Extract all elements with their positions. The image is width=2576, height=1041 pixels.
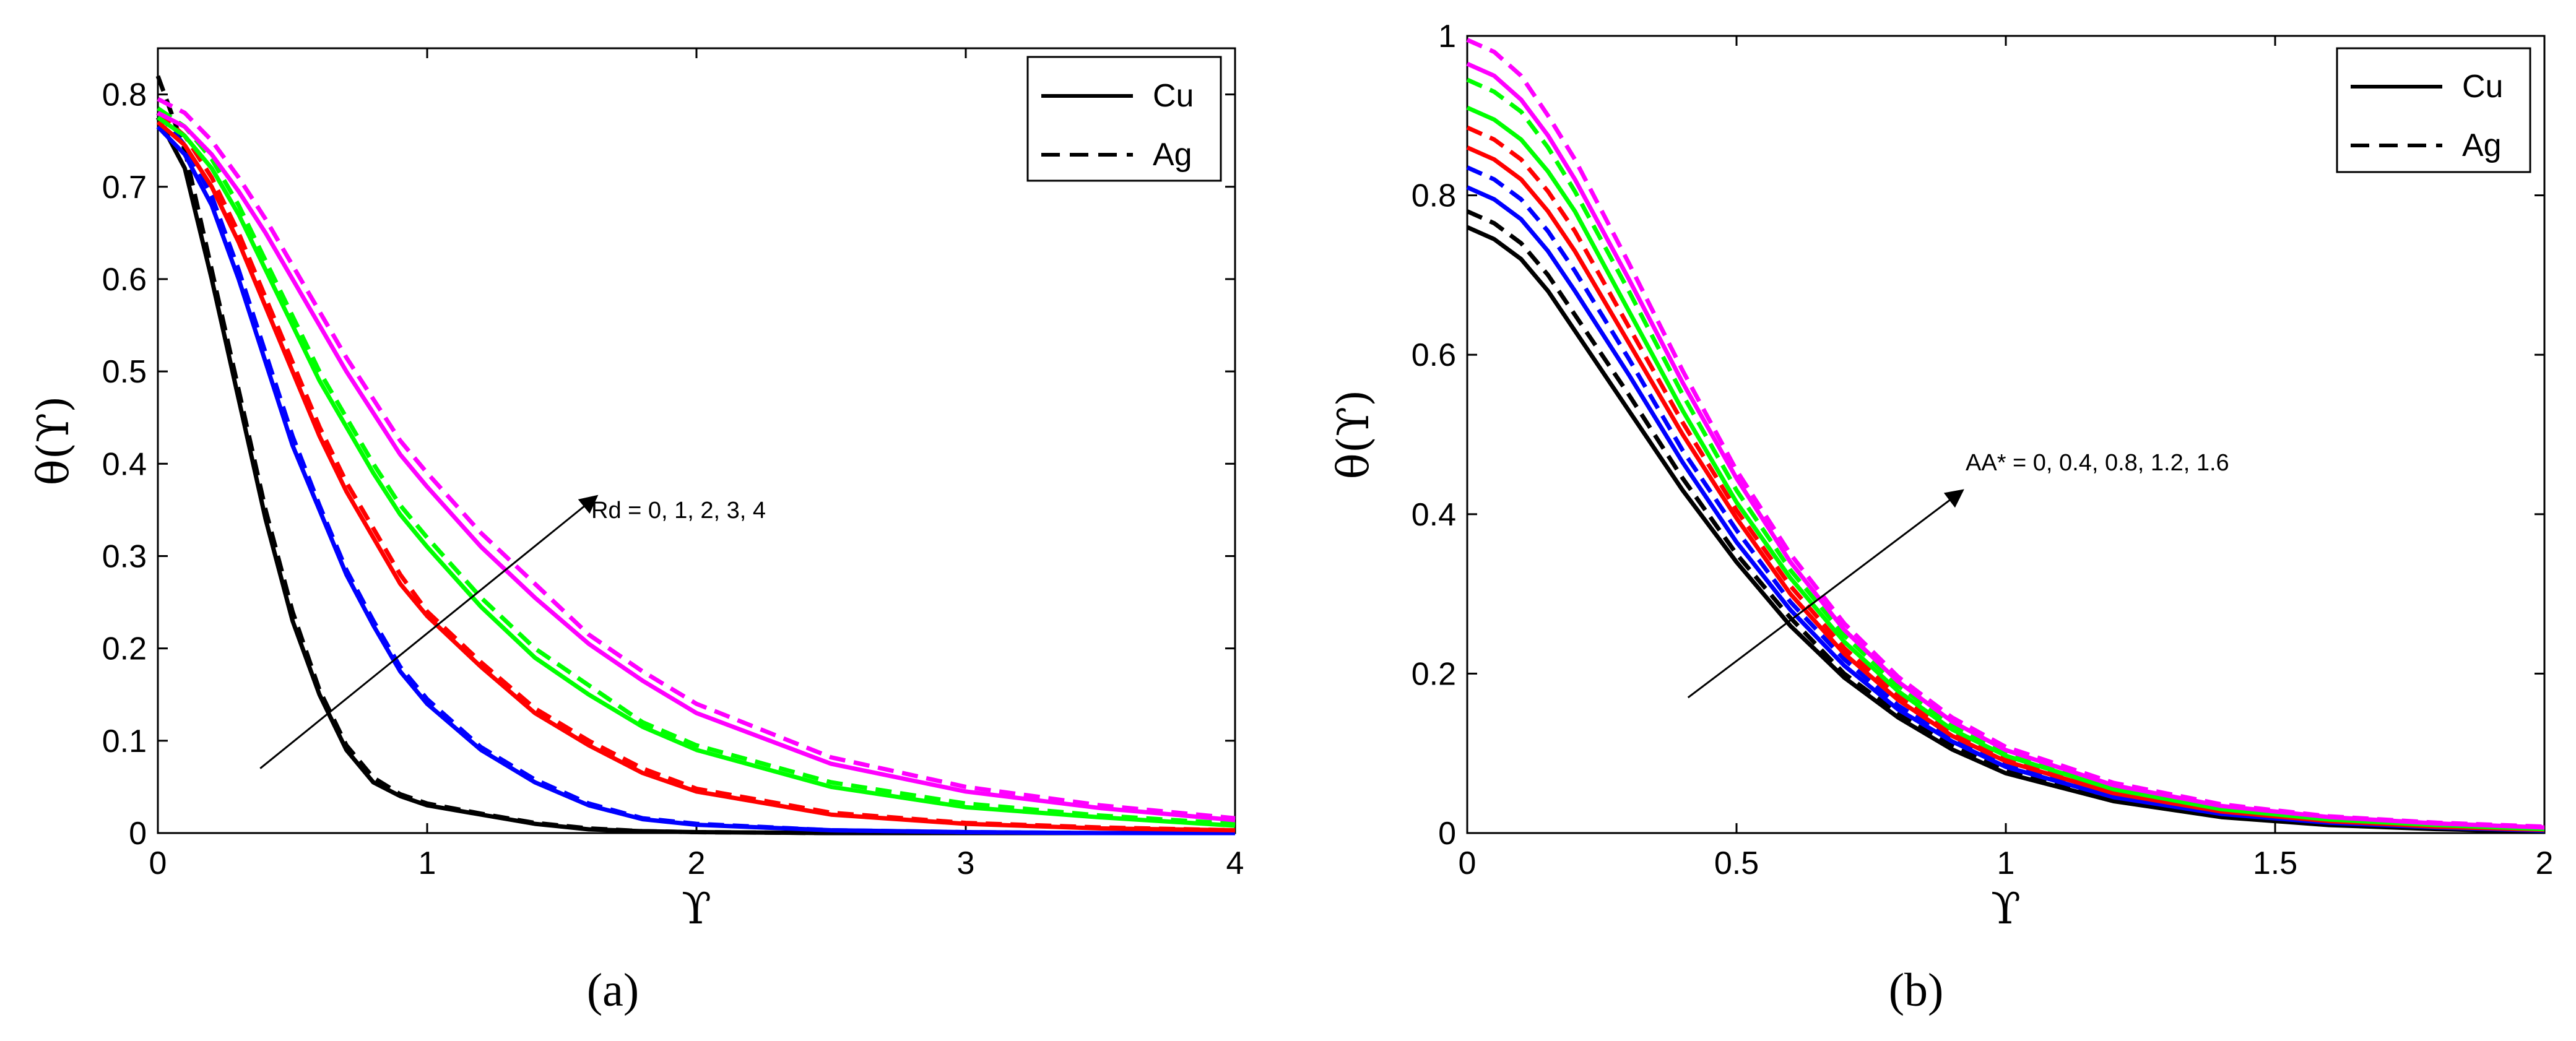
y-axis-label-b: θ(ϒ) xyxy=(1328,390,1379,480)
series-line xyxy=(156,111,1235,836)
series-line xyxy=(1466,145,2545,832)
x-ticks-a: 0 1 2 3 4 xyxy=(149,48,1244,881)
y-tick-label: 0.5 xyxy=(102,354,147,390)
series-lines-a xyxy=(155,75,1236,836)
y-tick-label: 0.6 xyxy=(1412,337,1456,373)
legend-label-cu-a: Cu xyxy=(1153,78,1194,114)
x-tick-label: 1 xyxy=(418,845,436,881)
y-tick-label: 0 xyxy=(1438,816,1456,852)
y-tick-label: 0 xyxy=(129,816,147,852)
series-line xyxy=(156,120,1236,832)
legend-label-ag-b: Ag xyxy=(2462,127,2502,163)
y-tick-label: 0.2 xyxy=(1412,656,1456,692)
x-tick-label: 0.5 xyxy=(1714,845,1759,881)
series-line xyxy=(157,97,1236,821)
panel-b: 0 0.5 1 1.5 2 0 0.2 0.4 0.6 0.8 1 AA* = 0, 0.4, 0… xyxy=(1328,19,2553,1016)
x-axis-label-a: ϒ xyxy=(682,883,711,934)
x-tick-label: 2 xyxy=(688,845,706,881)
legend-box-b xyxy=(2336,47,2531,173)
x-tick-label: 4 xyxy=(1226,845,1244,881)
series-line xyxy=(157,116,1236,828)
x-tick-label: 1.5 xyxy=(2253,845,2297,881)
series-line xyxy=(1466,61,2545,830)
series-line xyxy=(1466,225,2545,834)
y-tick-label: 0.6 xyxy=(102,262,147,298)
annotation-arrow-b xyxy=(1687,489,1964,699)
series-line xyxy=(1466,185,2545,833)
series-line xyxy=(1466,209,2545,833)
annotation-b: AA* = 0, 0.4, 0.8, 1.2, 1.6 xyxy=(1687,450,2229,699)
series-line xyxy=(157,111,1236,823)
annotation-text-b: AA* = 0, 0.4, 0.8, 1.2, 1.6 xyxy=(1966,450,2229,476)
legend-label-ag-a: Ag xyxy=(1153,137,1192,173)
annotation-arrow-a xyxy=(259,495,599,769)
series-line xyxy=(156,111,1236,832)
legend-label-cu-b: Cu xyxy=(2462,69,2503,105)
y-ticks-b: 0 0.2 0.4 0.6 0.8 1 xyxy=(1412,19,2544,852)
y-axis-label-a: θ(ϒ) xyxy=(28,396,79,486)
x-tick-label: 0 xyxy=(149,845,167,881)
panel-a: 0 1 2 3 4 0 0.1 0.2 0.3 0.4 0.5 0.6 0.7 0.8 Rd = 0, … xyxy=(28,47,1244,1016)
annotation-text-a: Rd = 0, 1, 2, 3, 4 xyxy=(591,498,766,524)
y-tick-label: 0.2 xyxy=(102,631,147,667)
series-line xyxy=(157,106,1236,826)
legend-box-a xyxy=(1026,56,1222,182)
x-tick-label: 2 xyxy=(2536,845,2554,881)
y-tick-label: 0.1 xyxy=(102,724,147,759)
y-tick-label: 0.8 xyxy=(1412,178,1456,214)
y-tick-label: 1 xyxy=(1438,19,1456,54)
panel-caption-a: (a) xyxy=(587,964,639,1016)
x-tick-label: 3 xyxy=(957,845,975,881)
series-line xyxy=(156,125,1235,836)
legend-b: Cu Ag xyxy=(2336,47,2531,173)
y-tick-label: 0.4 xyxy=(1412,497,1456,533)
series-line xyxy=(1466,125,2545,832)
y-tick-label: 0.7 xyxy=(102,170,147,205)
x-tick-label: 1 xyxy=(1997,845,2015,881)
x-axis-label-b: ϒ xyxy=(1991,883,2021,934)
y-tick-label: 0.3 xyxy=(102,538,147,574)
y-tick-label: 0.8 xyxy=(102,77,147,113)
legend-a: Cu Ag xyxy=(1026,56,1222,182)
annotation-a: Rd = 0, 1, 2, 3, 4 xyxy=(259,495,766,769)
series-line xyxy=(1466,38,2545,829)
y-tick-label: 0.4 xyxy=(102,446,147,482)
series-lines-b xyxy=(1466,38,2545,834)
x-tick-label: 0 xyxy=(1459,845,1477,881)
panel-caption-b: (b) xyxy=(1889,964,1944,1016)
x-ticks-b: 0 0.5 1 1.5 2 xyxy=(1459,36,2554,881)
series-line xyxy=(155,116,1235,836)
y-ticks-a: 0 0.1 0.2 0.3 0.4 0.5 0.6 0.7 0.8 xyxy=(102,77,1235,852)
